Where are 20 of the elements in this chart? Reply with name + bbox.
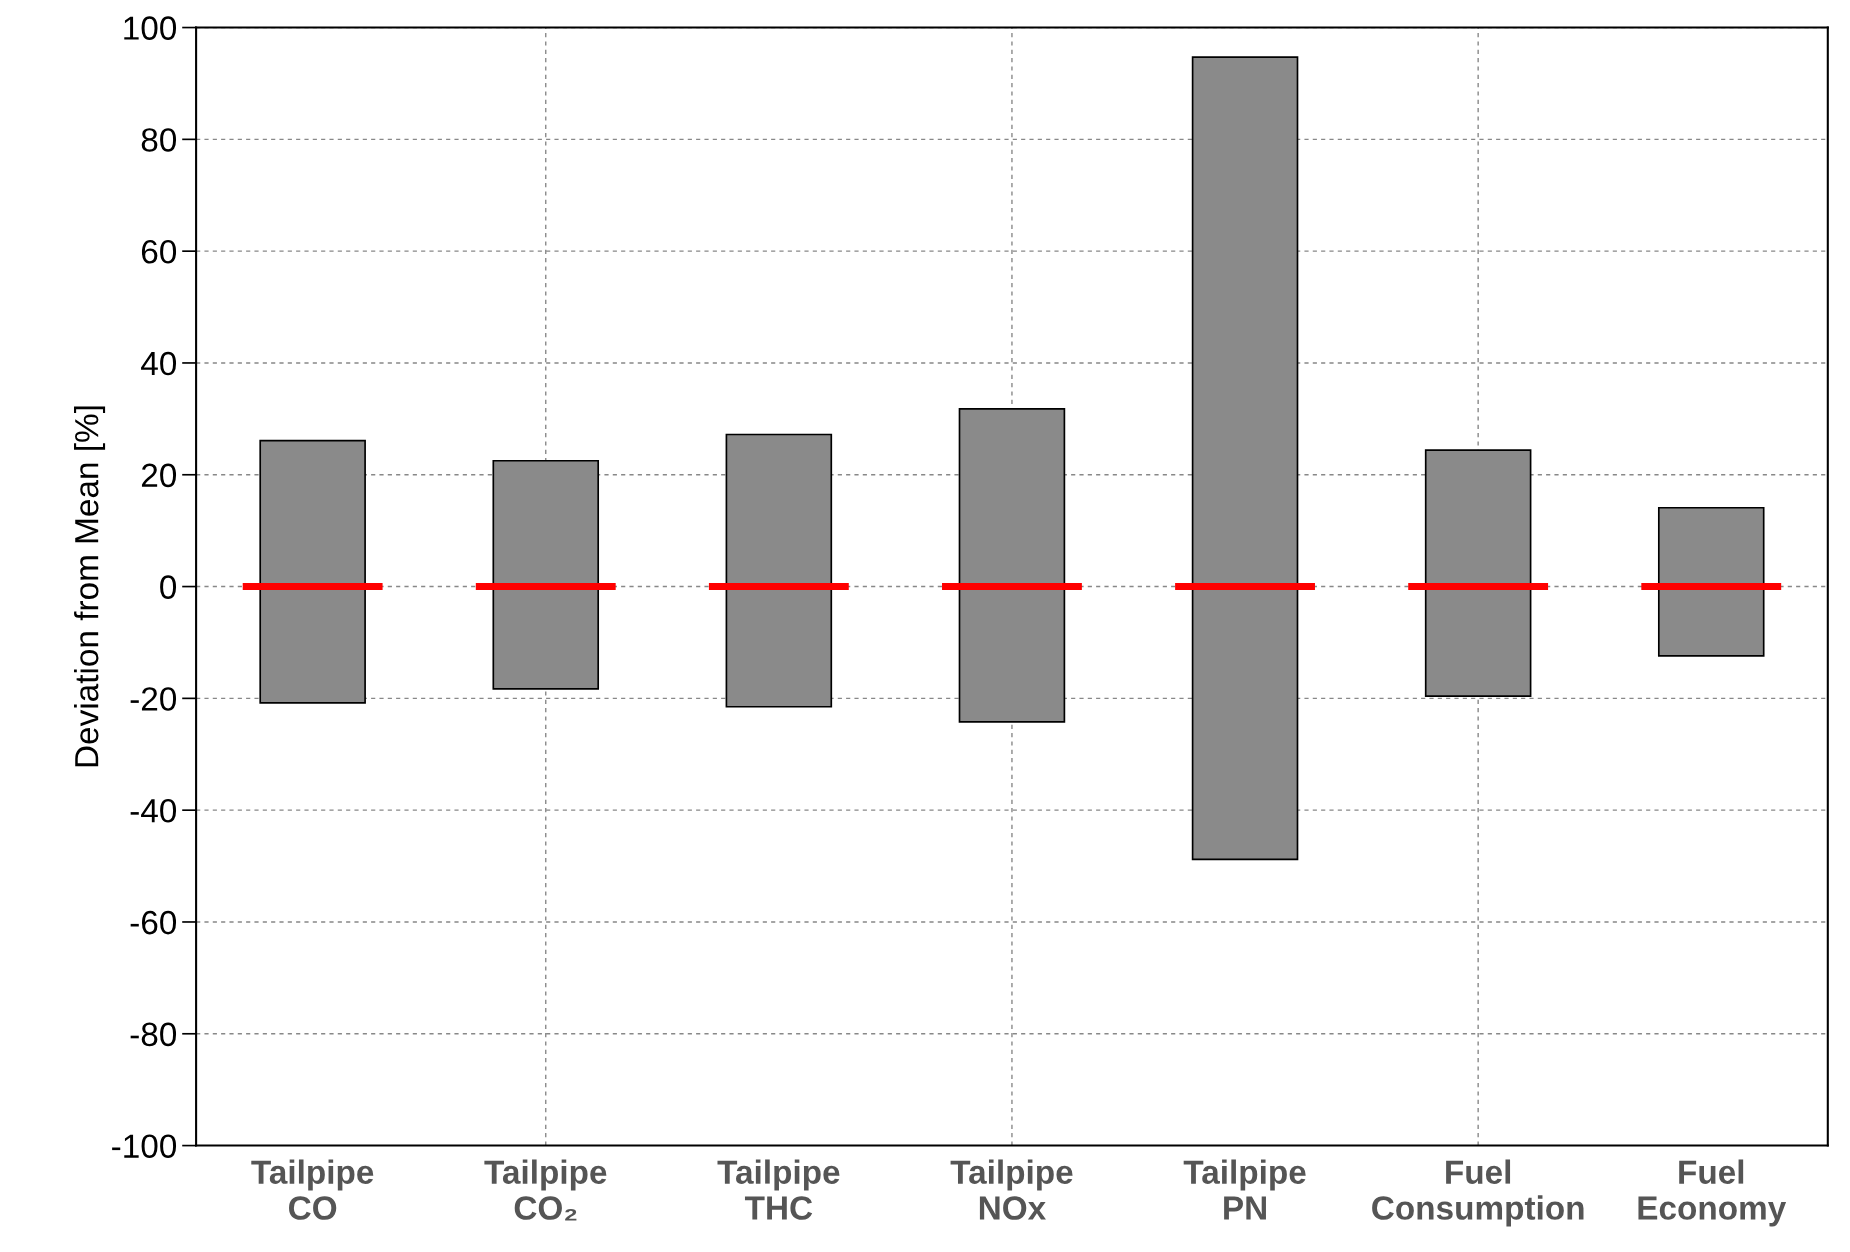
y-tick-label: 60: [141, 239, 177, 264]
y-tick-label: -80: [130, 1022, 177, 1047]
x-tick-label: Tailpipe CO₂: [484, 1159, 607, 1221]
y-tick-label: 80: [141, 128, 177, 152]
y-tick-label: 40: [141, 351, 177, 376]
y-tick-label: -100: [112, 1134, 177, 1158]
y-tick-label: -20: [130, 687, 177, 711]
x-tick-label: Fuel Consumption: [1372, 1159, 1584, 1227]
y-tick-label: 20: [141, 463, 177, 488]
y-axis-title: Deviation from Mean [%]: [74, 406, 106, 767]
x-tick-label: Tailpipe PN: [1183, 1159, 1306, 1220]
x-tick-label: Tailpipe THC: [717, 1159, 840, 1220]
y-tick-label: -40: [130, 798, 177, 823]
y-tick-label: 100: [124, 16, 177, 40]
y-tick-label: 0: [160, 575, 177, 599]
y-tick-label: -60: [130, 910, 177, 935]
x-tick-label: Tailpipe NOx: [950, 1159, 1073, 1220]
bar: [1657, 506, 1765, 657]
x-tick-label: Tailpipe CO: [251, 1159, 374, 1220]
x-tick-label: Fuel Economy: [1638, 1159, 1787, 1227]
